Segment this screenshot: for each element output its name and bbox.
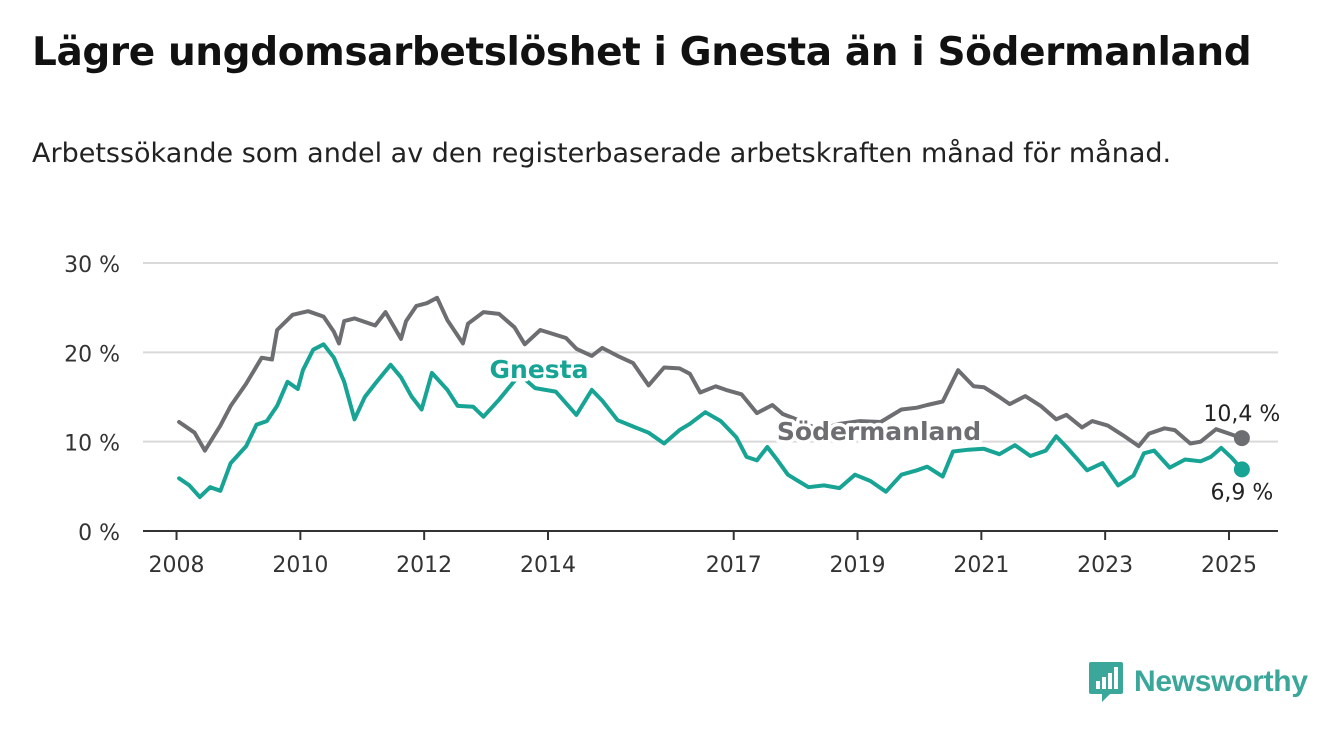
chart-subtitle: Arbetssökande som andel av den registerb… [32, 138, 1172, 169]
x-tick-label: 2014 [520, 553, 576, 578]
y-tick-label: 30 % [64, 253, 120, 278]
line-chart: 0 % 10 % 20 % 30 % 2008 2010 2012 2014 2017 2019 2… [64, 253, 1281, 578]
series-name-label-0: Södermanland [777, 417, 981, 446]
x-tick-label: 2019 [830, 553, 886, 578]
series-end-marker-1 [1233, 461, 1250, 478]
series-end-label-0: 10,4 % [1203, 402, 1280, 427]
series-name-label-1: Gnesta [490, 355, 589, 384]
x-tick-label: 2021 [953, 553, 1009, 578]
series-line-0 [177, 295, 1244, 453]
y-tick-label: 10 % [64, 432, 120, 457]
x-tick-label: 2010 [272, 553, 328, 578]
chart-title: Lägre ungdomsarbetslöshet i Gnesta än i … [32, 30, 1252, 75]
x-tick-label: 2008 [149, 553, 205, 578]
y-tick-label: 20 % [64, 342, 120, 367]
brand-name: Newsworthy [1134, 665, 1308, 698]
series-line-1 [177, 342, 1244, 500]
x-tick-label: 2017 [706, 553, 762, 578]
series-end-marker-0 [1233, 430, 1250, 447]
newsworthy-logo: Newsworthy [1088, 660, 1308, 704]
bar-chart-icon [1089, 662, 1123, 702]
y-tick-label: 0 % [78, 521, 120, 546]
x-tick-label: 2025 [1201, 553, 1257, 578]
x-tick-label: 2023 [1077, 553, 1133, 578]
series-end-label-1: 6,9 % [1210, 480, 1273, 505]
x-tick-label: 2012 [396, 553, 452, 578]
